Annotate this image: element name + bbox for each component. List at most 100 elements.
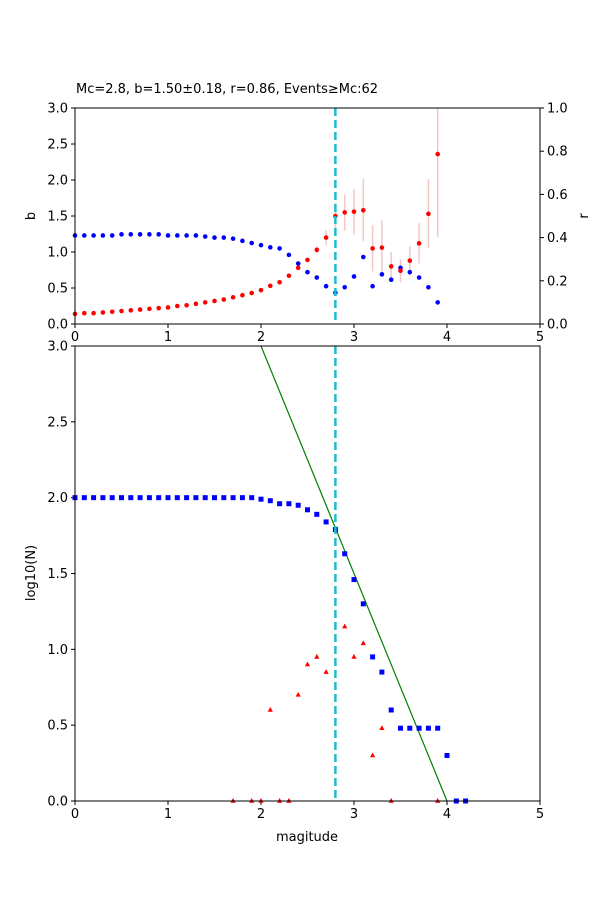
b-value-point <box>109 309 115 315</box>
y2-tick-label: 0.2 <box>547 274 568 289</box>
b-value-point <box>202 300 208 305</box>
cumulative-count-point <box>388 707 394 713</box>
cumulative-count-point <box>184 495 190 501</box>
r-value-point <box>109 233 115 238</box>
y2-tick-label: 1.0 <box>547 102 568 117</box>
cumulative-count-point <box>444 753 450 758</box>
cumulative-count-point <box>342 551 348 557</box>
top-axes-layer: 0 1 2 3 4 50.00.51.01.52.02.53.00.00.20.40.60… <box>47 102 567 346</box>
r-value-point <box>342 284 348 290</box>
cumulative-count-point <box>416 725 422 731</box>
y2-tick-label: 0.8 <box>547 145 568 160</box>
b-value-point <box>268 283 273 289</box>
frequency-magnitude-panel: 0 1 2 3 4 5 0.0 0.5 1.0 1.5 2.0 2.5 3.0 magitude log… <box>24 340 544 846</box>
b-value-point <box>426 211 431 217</box>
cumulative-count-point <box>239 495 245 501</box>
r-value-point <box>212 235 217 240</box>
r-value-point <box>426 284 431 290</box>
b-value-point <box>342 210 348 215</box>
cumulative-count-point <box>435 725 441 731</box>
r-value-point <box>277 246 282 251</box>
cumulative-count-point <box>277 501 283 507</box>
y-tick-label: 0.0 <box>47 795 68 810</box>
x-tick-label: 0 <box>71 807 79 822</box>
bottom-y-axis-label: log10(N) <box>24 545 39 601</box>
cumulative-count-point <box>379 669 385 675</box>
cumulative-count-point <box>351 577 357 583</box>
cumulative-count-point <box>91 495 97 501</box>
b-value-point <box>156 305 161 311</box>
y-tick-label: 3.0 <box>47 340 68 355</box>
b-value-point <box>100 310 106 315</box>
b-value-point <box>398 268 403 274</box>
b-value-point <box>165 305 171 310</box>
r-value-point <box>128 232 134 237</box>
noncumulative-count-point <box>286 798 292 803</box>
r-value-point <box>100 233 106 238</box>
noncumulative-count-point <box>379 725 385 730</box>
cumulative-count-point <box>230 495 236 501</box>
y-tick-label: 3.0 <box>47 102 68 117</box>
noncumulative-count-point <box>249 798 255 803</box>
noncumulative-count-point <box>230 798 236 803</box>
r-value-point <box>193 233 199 238</box>
r-value-point <box>295 261 301 266</box>
r-value-point <box>407 269 413 275</box>
r-value-point <box>230 236 236 241</box>
y-tick-label: 0.0 <box>47 318 68 333</box>
b-value-point <box>361 207 366 213</box>
r-value-point <box>268 245 273 250</box>
bottom-plot-frame <box>74 345 541 802</box>
b-value-point <box>258 287 264 293</box>
b-value-point <box>370 246 375 251</box>
cumulative-count-point <box>314 511 320 517</box>
cumulative-count-point <box>81 495 87 501</box>
bottom-axes-layer: 0 1 2 3 4 5 0.0 0.5 1.0 1.5 2.0 2.5 3.0 <box>47 340 544 823</box>
y-tick-label: 2.0 <box>47 491 68 506</box>
r-value-point <box>361 254 366 260</box>
y-tick-label: 2.5 <box>47 415 68 430</box>
b-value-point <box>407 258 413 263</box>
cumulative-count-point <box>165 495 171 501</box>
cumulative-count-point <box>128 495 134 501</box>
cumulative-count-point <box>258 496 264 502</box>
noncumulative-count-point <box>370 752 376 758</box>
b-value-point <box>323 235 329 240</box>
top-data-marks <box>72 108 441 324</box>
noncumulative-count-point <box>304 661 311 667</box>
r-value-point <box>323 283 329 289</box>
cumulative-count-point <box>407 725 413 731</box>
cumulative-count-point <box>119 495 124 501</box>
top-plot-frame <box>74 107 541 325</box>
noncumulative-count-point <box>360 640 366 646</box>
b-value-panel: 0 1 2 3 4 50.00.51.01.52.02.53.00.00.20.40.60… <box>24 102 592 346</box>
r-value-point <box>91 233 96 238</box>
y2-tick-label: 0.0 <box>547 318 568 333</box>
x-tick-label: 4 <box>443 807 451 822</box>
x-tick-label: 1 <box>164 330 172 345</box>
y-tick-label: 1.0 <box>47 246 68 261</box>
y-tick-label: 1.5 <box>47 210 68 225</box>
top-y-axis-label: b <box>24 212 39 220</box>
cumulative-count-point <box>286 501 292 507</box>
cumulative-count-point <box>295 502 301 508</box>
r-value-point <box>351 274 357 279</box>
cumulative-count-point <box>212 495 217 501</box>
r-value-point <box>221 235 227 240</box>
cumulative-count-point <box>174 495 180 501</box>
r-value-point <box>156 232 161 237</box>
b-value-point <box>351 209 357 214</box>
noncumulative-count-point <box>314 653 320 659</box>
bottom-x-axis-label: magitude <box>276 830 338 845</box>
r-value-point <box>370 283 375 289</box>
r-value-point <box>314 275 320 280</box>
top-y2-axis-label: r <box>577 213 592 219</box>
x-tick-label: 2 <box>257 807 265 822</box>
cumulative-count-point <box>425 725 431 731</box>
r-value-point <box>147 232 152 237</box>
r-value-point <box>379 272 385 277</box>
b-value-point <box>435 151 441 157</box>
cumulative-count-point <box>267 498 273 504</box>
b-value-point <box>416 241 422 246</box>
